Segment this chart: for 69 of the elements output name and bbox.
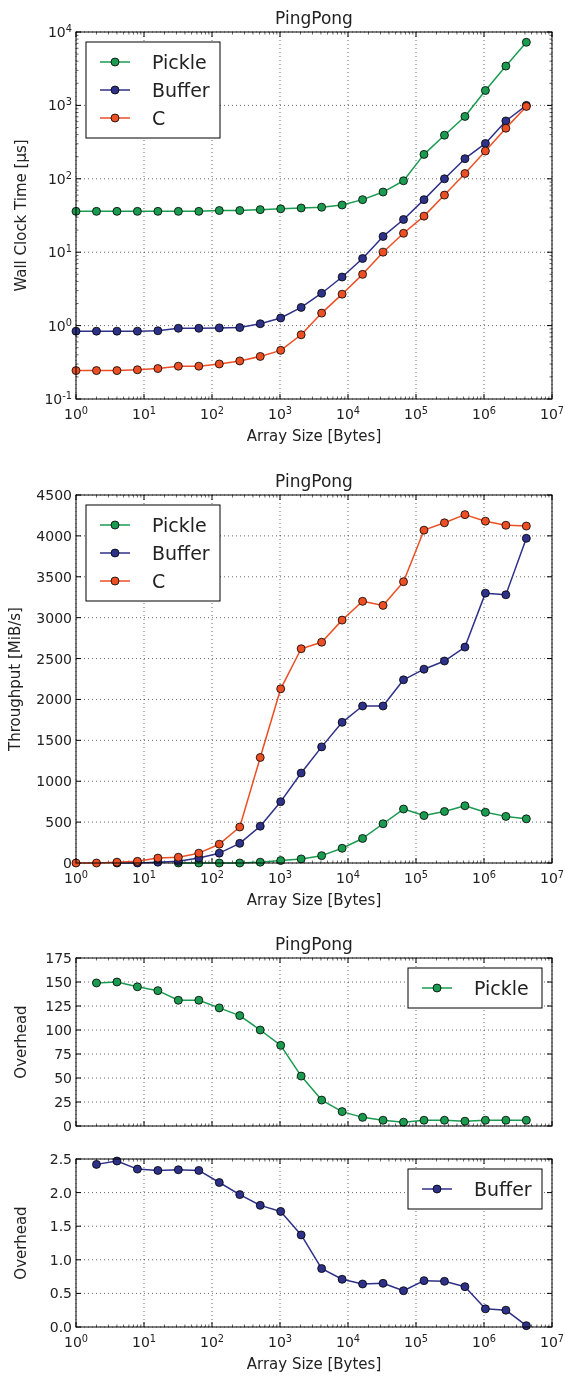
y-tick-label: 2500 (36, 650, 72, 667)
y-tick-label: 0 (63, 1118, 72, 1134)
y-axis-title: Overhead (12, 1005, 30, 1079)
y-axis-title: Wall Clock Time [µs] (12, 139, 30, 292)
legend-label: Pickle (152, 51, 207, 73)
legend-label: Buffer (152, 542, 210, 564)
x-tick-label: 10$^{2}$ (199, 1332, 225, 1350)
x-tick-label: 10$^{5}$ (403, 868, 429, 886)
y-tick-label: 25 (54, 1094, 72, 1110)
x-tick-label: 10$^{3}$ (267, 868, 293, 886)
y-tick-label: 10$^{-1}$ (44, 389, 72, 407)
x-tick-label: 10$^{6}$ (471, 868, 497, 886)
x-tick-label: 10$^{2}$ (199, 404, 225, 422)
legend-label: Pickle (152, 514, 207, 536)
y-tick-label: 2.0 (49, 1184, 72, 1201)
y-tick-label: 3000 (36, 609, 72, 626)
y-tick-label: 10$^{0}$ (47, 316, 72, 334)
y-axis-title: Throughput [MiB/s] (6, 607, 24, 752)
x-tick-label: 10$^{1}$ (131, 1332, 157, 1350)
y-tick-label: 3500 (36, 568, 72, 585)
chart-title: PingPong (275, 8, 353, 28)
y-tick-label: 175 (45, 950, 72, 966)
x-tick-label: 10$^{5}$ (403, 404, 429, 422)
y-tick-label: 10$^{3}$ (47, 95, 72, 114)
y-tick-label: 100 (45, 1022, 72, 1038)
y-axis-title: Overhead (12, 1206, 30, 1280)
legend-label: C (152, 570, 166, 592)
legend-label: Pickle (474, 977, 529, 999)
y-tick-label: 4000 (36, 527, 72, 544)
y-tick-label: 10$^{1}$ (47, 242, 72, 261)
x-tick-label: 10$^{2}$ (199, 868, 225, 886)
x-axis-title: Array Size [Bytes] (246, 891, 382, 909)
y-tick-label: 0 (63, 855, 72, 871)
y-tick-label: 1000 (36, 773, 72, 790)
x-tick-label: 10$^{7}$ (539, 1332, 565, 1350)
x-tick-label: 10$^{4}$ (335, 404, 361, 422)
y-tick-label: 50 (54, 1070, 72, 1086)
chart-title: PingPong (275, 934, 353, 954)
x-tick-label: 10$^{1}$ (131, 868, 157, 886)
y-tick-label: 2000 (36, 691, 72, 708)
y-tick-label: 4500 (36, 487, 72, 503)
y-tick-label: 1500 (36, 732, 72, 749)
y-tick-label: 2.5 (49, 1151, 72, 1167)
y-tick-label: 1.0 (49, 1251, 72, 1268)
y-tick-label: 125 (45, 998, 72, 1014)
y-tick-label: 500 (45, 814, 72, 831)
y-tick-label: 150 (45, 974, 72, 990)
x-axis-title: Array Size [Bytes] (246, 427, 382, 445)
x-tick-label: 10$^{1}$ (131, 404, 157, 422)
y-tick-label: 1.5 (49, 1218, 72, 1235)
x-tick-label: 10$^{3}$ (267, 404, 293, 422)
y-tick-label: 10$^{4}$ (47, 22, 72, 40)
x-axis-title: Array Size [Bytes] (246, 1355, 382, 1373)
x-tick-label: 10$^{7}$ (539, 868, 565, 886)
x-tick-label: 10$^{3}$ (267, 1332, 293, 1350)
y-tick-label: 75 (54, 1046, 72, 1062)
y-tick-label: 0.0 (49, 1319, 72, 1335)
legend-label: C (152, 107, 166, 129)
y-tick-label: 0.5 (49, 1285, 72, 1302)
x-tick-label: 10$^{6}$ (471, 404, 497, 422)
y-tick-label: 10$^{2}$ (47, 169, 72, 187)
x-tick-label: 10$^{4}$ (335, 868, 361, 886)
x-tick-label: 10$^{7}$ (539, 404, 565, 422)
chart-title: PingPong (275, 471, 353, 491)
x-tick-label: 10$^{6}$ (471, 1332, 497, 1350)
legend-label: Buffer (152, 79, 210, 101)
legend-label: Buffer (474, 1178, 532, 1200)
x-tick-label: 10$^{5}$ (403, 1332, 429, 1350)
x-tick-label: 10$^{4}$ (335, 1332, 361, 1350)
